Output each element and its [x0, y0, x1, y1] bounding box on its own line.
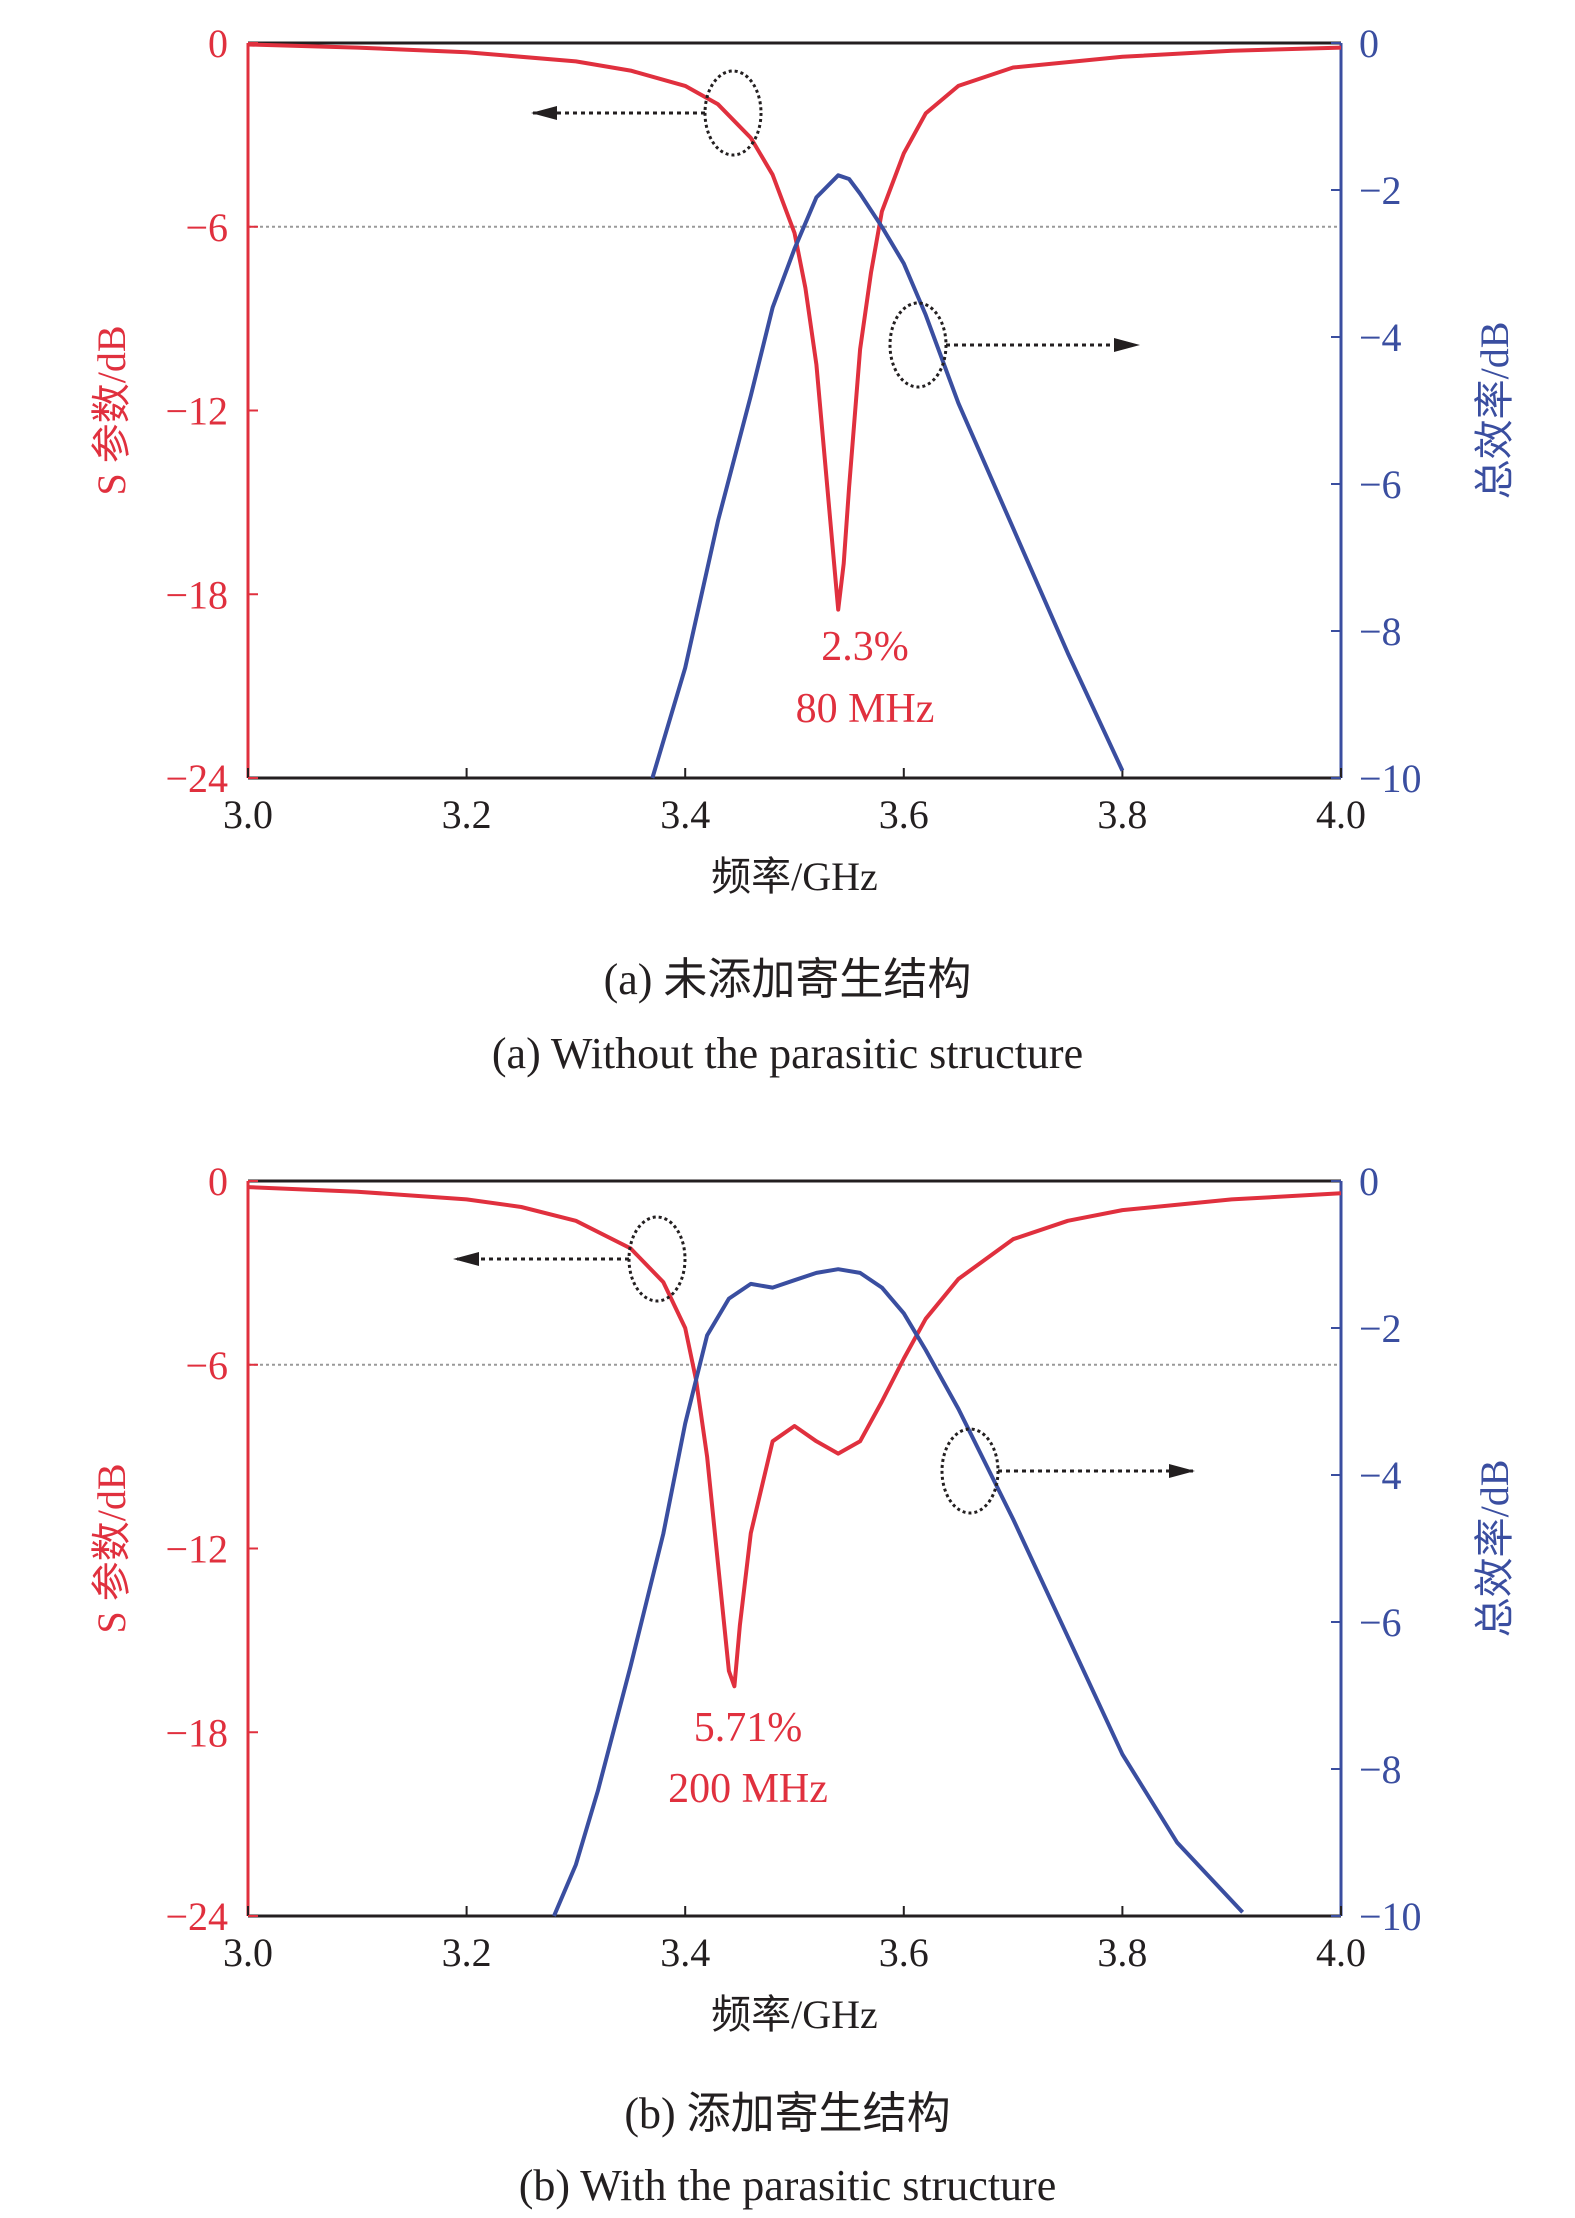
s-parameter-curve [247, 42, 1342, 612]
y-right-tick-label: 0 [1359, 21, 1379, 66]
x-tick-label: 4.0 [1316, 792, 1366, 837]
x-tick-label: 3.2 [442, 792, 492, 837]
bandwidth-mhz-label: 200 MHz [668, 1766, 828, 1812]
x-tick-label: 3.2 [442, 1930, 492, 1975]
y-right-tick-label: −10 [1359, 756, 1422, 801]
x-tick-label: 3.0 [223, 792, 273, 837]
y-right-tick-label: −6 [1359, 1600, 1402, 1645]
x-tick-label: 3.0 [223, 1930, 273, 1975]
s-parameter-curve [247, 1185, 1342, 1689]
caption-b-en: (b) With the parasitic structure [518, 2161, 1057, 2210]
y-right-axis-title: 总效率/dB [1472, 322, 1517, 500]
y-left-axis-title: S 参数/dB [89, 325, 134, 495]
y-left-tick-label: −6 [185, 1343, 228, 1388]
y-right-tick-label: −8 [1359, 609, 1402, 654]
y-right-tick-label: 0 [1359, 1159, 1379, 1204]
y-left-tick-label: 0 [208, 1159, 228, 1204]
figure-a: 3.0 3.2 3.4 3.6 3.8 4.0 0 −6 −12 −18 −24 0 −2 −4 −6 −8 −… [0, 0, 1575, 1078]
bandwidth-mhz-label: 80 MHz [796, 686, 935, 732]
arrow-head-icon [531, 106, 557, 120]
x-tick-label: 3.6 [879, 792, 929, 837]
y-right-tick-label: −4 [1359, 1453, 1402, 1498]
caption-a-en: (a) Without the parasitic structure [491, 1029, 1084, 1078]
y-right-tick-label: −8 [1359, 1747, 1402, 1792]
x-axis-title: 频率/GHz [711, 854, 878, 899]
y-left-tick-label: 0 [208, 21, 228, 66]
x-tick-label: 3.4 [660, 1930, 710, 1975]
x-tick-label: 3.8 [1097, 1930, 1147, 1975]
x-tick-label: 4.0 [1316, 1930, 1366, 1975]
bandwidth-percent-label: 5.71% [694, 1705, 803, 1751]
chart-a: 3.0 3.2 3.4 3.6 3.8 4.0 0 −6 −12 −18 −24 0 −2 −4 −6 −8 −… [89, 21, 1517, 899]
y-right-tick-label: −2 [1359, 1306, 1402, 1351]
y-right-tick-label: −2 [1359, 168, 1402, 213]
bandwidth-percent-label: 2.3% [821, 624, 909, 670]
y-left-axis-title: S 参数/dB [89, 1463, 134, 1633]
efficiency-curve [552, 1267, 1245, 1917]
arrow-head-icon [1169, 1464, 1195, 1478]
y-right-axis-title: 总效率/dB [1472, 1460, 1517, 1638]
arrow-head-icon [453, 1252, 479, 1266]
y-left-tick-label: −6 [185, 205, 228, 250]
x-tick-label: 3.6 [879, 1930, 929, 1975]
chart-b: 3.0 3.2 3.4 3.6 3.8 4.0 0 −6 −12 −18 −24 0 −2 −4 −6 −8 −… [89, 1159, 1517, 2037]
y-left-tick-label: −12 [165, 389, 228, 434]
efficiency-curve [650, 173, 1125, 779]
y-right-tick-label: −10 [1359, 1894, 1422, 1939]
y-right-tick-label: −4 [1359, 315, 1402, 360]
curve-marker-ellipse [703, 69, 763, 157]
y-left-tick-label: −18 [165, 572, 228, 617]
y-right-tick-label: −6 [1359, 462, 1402, 507]
caption-a-cn: (a) 未添加寄生结构 [603, 955, 972, 1004]
caption-b-cn: (b) 添加寄生结构 [624, 2089, 951, 2138]
y-left-tick-label: −24 [165, 756, 228, 801]
x-tick-label: 3.4 [660, 792, 710, 837]
curve-marker-ellipse [627, 1215, 687, 1303]
arrow-head-icon [1114, 338, 1140, 352]
x-axis-title: 频率/GHz [711, 1992, 878, 2037]
y-left-tick-label: −18 [165, 1710, 228, 1755]
y-left-tick-label: −24 [165, 1894, 228, 1939]
y-left-tick-label: −12 [165, 1527, 228, 1572]
x-tick-label: 3.8 [1097, 792, 1147, 837]
figure-b: 3.0 3.2 3.4 3.6 3.8 4.0 0 −6 −12 −18 −24 0 −2 −4 −6 −8 −… [0, 1138, 1575, 2215]
